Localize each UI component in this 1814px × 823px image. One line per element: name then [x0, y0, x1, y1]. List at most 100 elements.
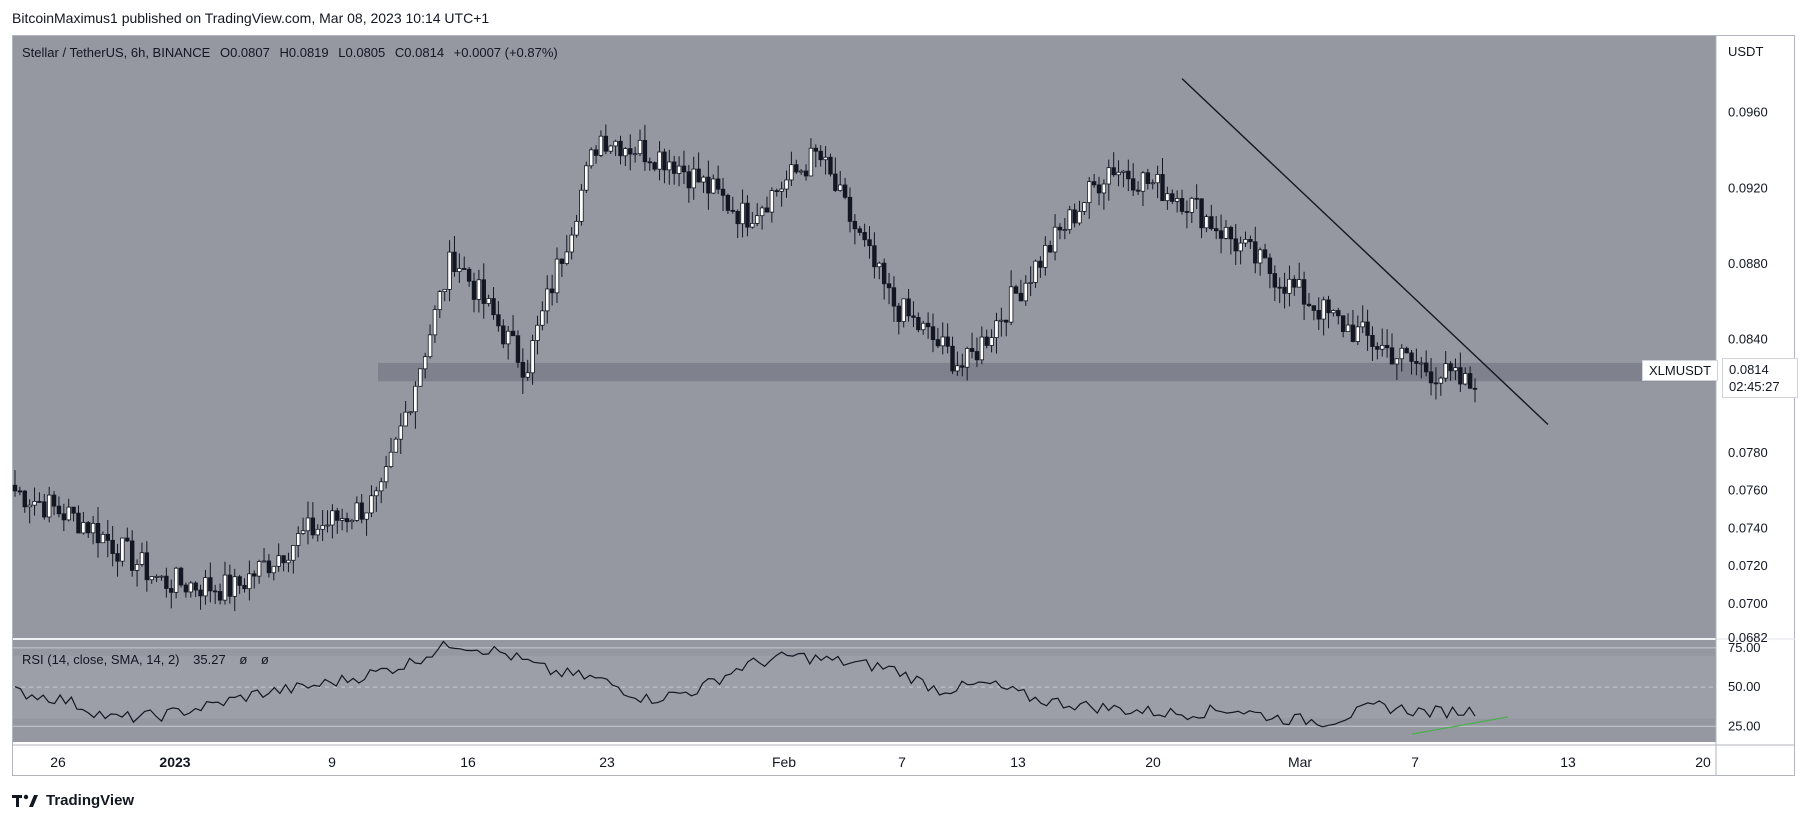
- candle-body: [1287, 278, 1292, 294]
- candle-body: [1292, 278, 1297, 288]
- symbol-tag: XLMUSDT: [1642, 360, 1719, 381]
- candle-body: [588, 149, 594, 167]
- last-price-tag: 0.0814 02:45:27: [1722, 358, 1798, 398]
- candle-body: [1248, 239, 1253, 243]
- candle-body: [1243, 239, 1248, 244]
- price-axis-unit: USDT: [1728, 44, 1764, 59]
- candle-body: [198, 589, 203, 597]
- candle-body: [999, 319, 1004, 322]
- candle-body: [1253, 241, 1258, 264]
- candle-body: [1409, 352, 1414, 362]
- candle-body: [1145, 172, 1151, 184]
- candle-body: [1052, 226, 1058, 253]
- candle-body: [955, 365, 960, 372]
- candle-body: [603, 135, 609, 152]
- candle-body: [154, 575, 159, 578]
- candle-body: [960, 365, 965, 368]
- candle-body: [364, 512, 369, 520]
- candle-body: [95, 523, 101, 544]
- candle-body: [720, 188, 726, 196]
- candle-body: [1394, 358, 1400, 365]
- candle-body: [1306, 303, 1312, 307]
- candle-body: [227, 574, 233, 597]
- candle-body: [784, 179, 789, 190]
- time-tick-label: 26: [50, 754, 66, 770]
- candle-body: [1018, 292, 1024, 302]
- candle-body: [173, 567, 179, 593]
- candle-body: [667, 161, 672, 171]
- candle-body: [486, 298, 491, 304]
- candle-body: [242, 584, 247, 590]
- candle-body: [1189, 197, 1194, 213]
- candle-body: [1008, 286, 1014, 323]
- candle-body: [1375, 346, 1380, 350]
- time-tick-label: 7: [1411, 754, 1419, 770]
- candle-body: [1047, 245, 1053, 253]
- candle-body: [559, 258, 565, 264]
- candle-body: [496, 314, 501, 327]
- candle-body: [1262, 249, 1268, 259]
- publish-header: BitcoinMaximus1 published on TradingView…: [12, 10, 490, 26]
- candle-body: [755, 215, 760, 224]
- legend-low-value: 0.0805: [345, 45, 386, 60]
- candle-body: [144, 552, 150, 581]
- candle-body: [310, 517, 316, 536]
- candle-body: [540, 310, 545, 326]
- legend-open-value: 0.0807: [230, 45, 270, 60]
- candle-body: [320, 525, 325, 530]
- time-tick-label: Mar: [1288, 754, 1312, 770]
- candle-body: [1326, 299, 1331, 314]
- candle-body: [628, 148, 633, 155]
- time-tick-label: 23: [599, 754, 615, 770]
- candle-body: [164, 575, 169, 589]
- candle-body: [969, 348, 975, 352]
- time-tick-label: 16: [460, 754, 476, 770]
- candle-body: [671, 161, 677, 174]
- candle-body: [891, 287, 897, 307]
- candle-body: [701, 176, 706, 183]
- candle-body: [1463, 373, 1468, 385]
- candle-body: [877, 262, 882, 268]
- candle-body: [51, 494, 57, 507]
- rsi-bullish-divergence-line: [1411, 716, 1509, 735]
- candle-body: [105, 533, 110, 541]
- candle-body: [994, 320, 999, 338]
- candle-body: [354, 502, 360, 521]
- price-tick-label: 0.0960: [1728, 105, 1768, 120]
- candle-body: [1267, 257, 1273, 274]
- legend-high-value: 0.0819: [288, 45, 329, 60]
- candle-body: [510, 330, 516, 337]
- candle-body: [1204, 216, 1209, 229]
- rsi-tick-label: 50.00: [1728, 679, 1761, 694]
- candle-body: [408, 411, 413, 414]
- candle-body: [750, 223, 755, 228]
- time-tick-label: 2023: [159, 754, 190, 770]
- candle-body: [432, 309, 438, 336]
- candle-body: [979, 336, 985, 361]
- candle-body: [466, 268, 472, 282]
- candle-body: [149, 576, 154, 581]
- candle-body: [745, 202, 750, 228]
- candle-body: [344, 518, 350, 523]
- candle-body: [66, 506, 71, 521]
- candle-body: [608, 145, 613, 152]
- candle-body: [296, 533, 301, 546]
- candle-body: [188, 582, 193, 593]
- candle-body: [1331, 310, 1336, 314]
- candle-body: [803, 170, 809, 177]
- candle-body: [921, 322, 926, 331]
- candle-body: [823, 156, 828, 161]
- candle-body: [911, 315, 916, 318]
- candle-body: [647, 161, 652, 164]
- candle-body: [872, 245, 877, 268]
- footer-brand[interactable]: TradingView: [12, 792, 134, 809]
- candle-body: [1101, 183, 1107, 194]
- candle-body: [1135, 189, 1141, 192]
- candle-body: [169, 588, 174, 593]
- candle-body: [676, 165, 682, 174]
- candle-body: [1414, 361, 1419, 364]
- candle-body: [1004, 319, 1009, 323]
- candle-body: [652, 162, 657, 170]
- candle-body: [452, 251, 457, 272]
